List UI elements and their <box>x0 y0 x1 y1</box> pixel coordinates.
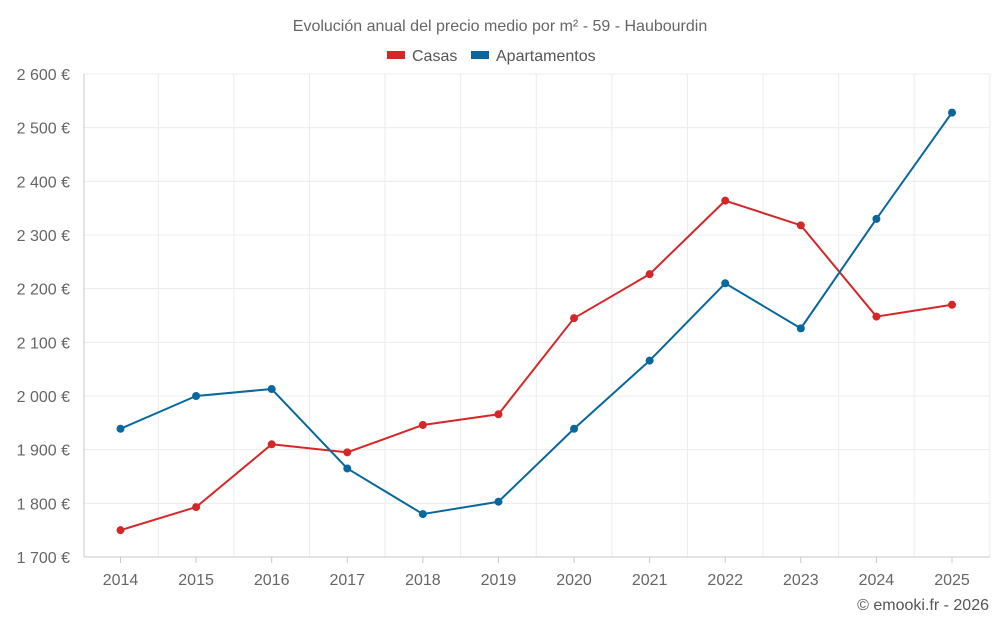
x-tick-label: 2019 <box>481 572 517 589</box>
credit-text: © emooki.fr - 2026 <box>857 597 989 614</box>
y-tick-label: 2 400 € <box>17 174 70 191</box>
legend-label-apartamentos[interactable]: Apartamentos <box>496 48 596 65</box>
data-point-apartamentos[interactable] <box>796 324 805 333</box>
y-axis-ticks: 1 700 € 1 800 € 1 900 € 2 000 € 2 100 € 2 200… <box>17 67 70 567</box>
x-tick-label: 2021 <box>632 572 668 589</box>
x-tick-label: 2024 <box>859 572 895 589</box>
data-point-casas[interactable] <box>267 440 276 449</box>
data-point-casas[interactable] <box>570 314 579 323</box>
axes <box>83 74 990 558</box>
y-tick-label: 1 900 € <box>17 443 70 460</box>
data-point-apartamentos[interactable] <box>418 510 427 519</box>
y-tick-label: 1 800 € <box>17 496 70 513</box>
y-tick-label: 2 500 € <box>17 121 70 138</box>
series-line-apartamentos <box>120 112 953 516</box>
x-tick-label: 2022 <box>707 572 743 589</box>
data-point-apartamentos[interactable] <box>192 392 201 400</box>
legend-swatch-casas <box>387 51 405 59</box>
data-point-apartamentos[interactable] <box>645 356 654 365</box>
data-point-apartamentos[interactable] <box>267 385 276 394</box>
grid-lines <box>84 73 991 557</box>
data-point-casas[interactable] <box>872 312 881 321</box>
series-lines <box>116 108 956 535</box>
data-point-apartamentos[interactable] <box>872 214 881 223</box>
y-tick-label: 2 100 € <box>17 335 70 352</box>
data-point-apartamentos[interactable] <box>721 279 730 288</box>
y-tick-label: 1 700 € <box>17 550 70 567</box>
data-point-casas[interactable] <box>192 503 201 512</box>
data-point-casas[interactable] <box>948 300 956 309</box>
x-tick-label: 2017 <box>329 572 365 589</box>
legend-swatch-apartamentos <box>471 51 489 59</box>
data-point-casas[interactable] <box>418 420 427 429</box>
x-tick-label: 2020 <box>556 572 592 589</box>
data-point-casas[interactable] <box>494 410 503 419</box>
data-point-casas[interactable] <box>796 221 805 230</box>
x-tick-label: 2014 <box>103 572 139 589</box>
legend[interactable]: Casas Apartamentos <box>387 48 596 65</box>
x-tick-label: 2023 <box>783 572 819 589</box>
series-line-casas <box>120 199 953 532</box>
y-tick-label: 2 000 € <box>17 389 70 406</box>
y-tick-label: 2 200 € <box>17 282 70 299</box>
data-point-casas[interactable] <box>116 526 125 535</box>
data-point-casas[interactable] <box>343 448 352 457</box>
x-tick-label: 2018 <box>405 572 441 589</box>
x-tick-label: 2015 <box>178 572 214 589</box>
x-axis-ticks: 2014 2015 2016 2017 2018 2019 2020 2021 2022 2023… <box>103 557 970 589</box>
chart-title: Evolución anual del precio medio por m² … <box>293 18 707 35</box>
y-tick-label: 2 600 € <box>17 67 70 84</box>
data-point-apartamentos[interactable] <box>116 424 125 433</box>
data-point-apartamentos[interactable] <box>570 424 579 433</box>
legend-label-casas[interactable]: Casas <box>412 48 457 65</box>
data-point-casas[interactable] <box>645 270 654 279</box>
data-point-apartamentos[interactable] <box>948 108 956 117</box>
data-point-apartamentos[interactable] <box>343 464 352 473</box>
y-tick-label: 2 300 € <box>17 228 70 245</box>
x-tick-label: 2025 <box>934 572 970 589</box>
data-point-apartamentos[interactable] <box>494 497 503 506</box>
x-tick-label: 2016 <box>254 572 290 589</box>
data-point-casas[interactable] <box>721 196 730 205</box>
